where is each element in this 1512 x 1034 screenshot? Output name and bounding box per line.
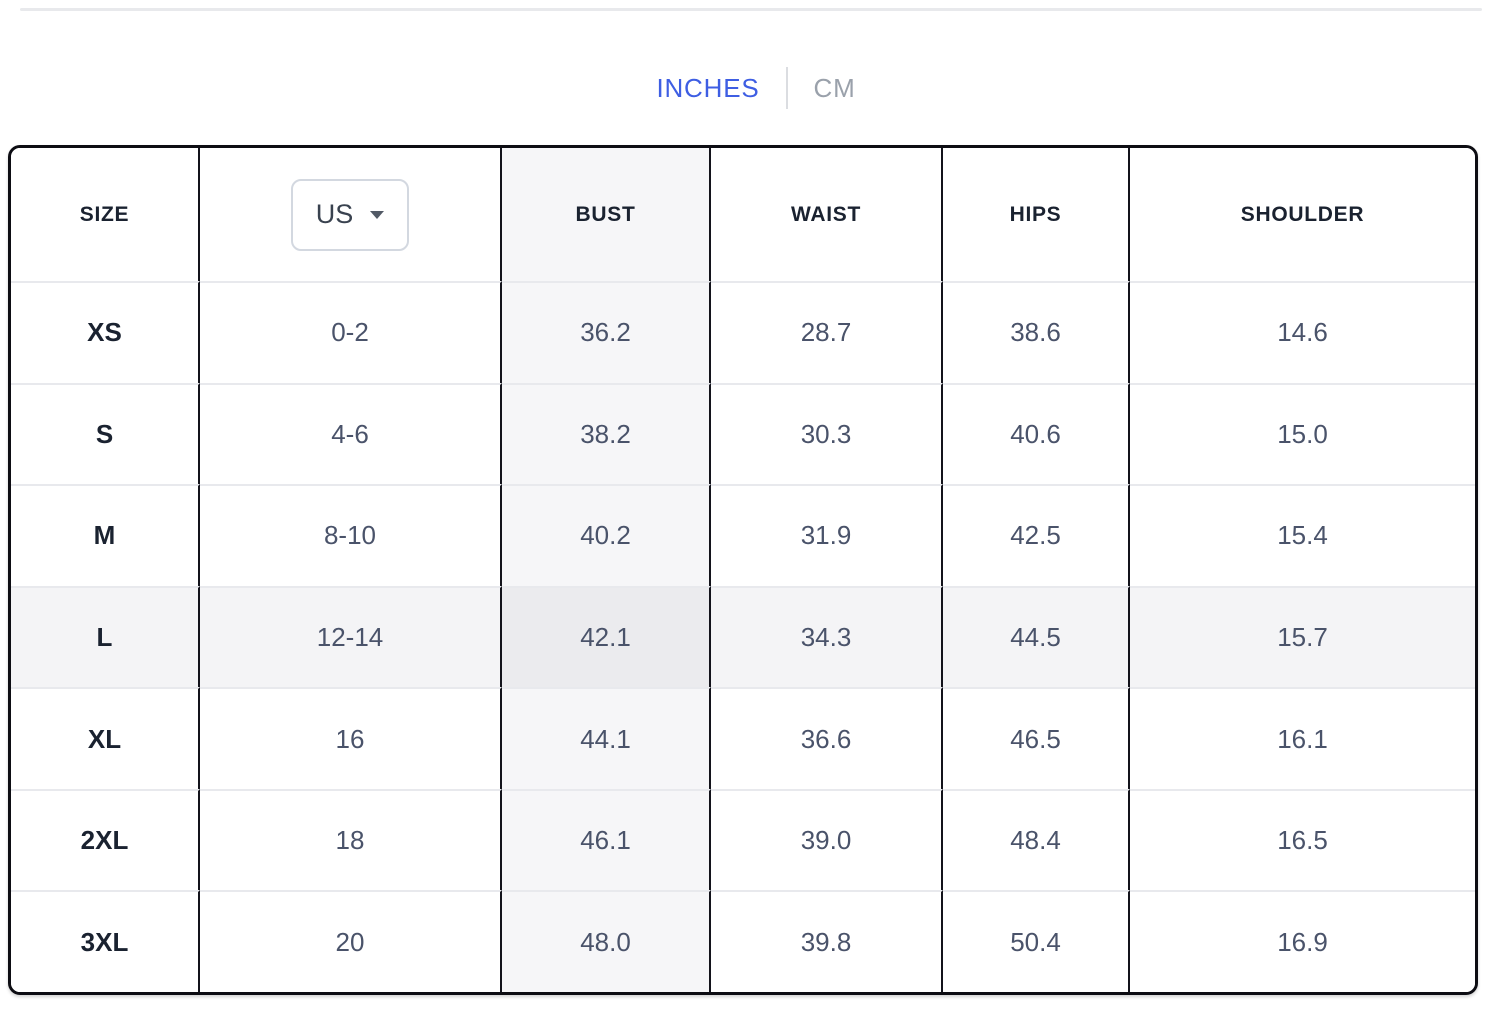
row-xl-shoulder: 16.1 [1130,687,1475,789]
col-header-size-system: US [200,148,502,281]
row-3xl-us: 20 [200,890,502,992]
row-s-waist: 30.3 [711,382,943,485]
chevron-down-icon [370,210,385,219]
row-l-shoulder: 15.7 [1130,585,1475,688]
col-header-waist: WAIST [711,148,943,281]
row-2xl-bust: 46.1 [502,788,711,891]
row-xl-waist: 36.6 [711,687,943,789]
row-xs-us: 0-2 [200,281,502,383]
unit-option-cm[interactable]: CM [813,72,856,103]
row-s-us: 4-6 [200,382,502,485]
row-xl-size: XL [11,687,200,789]
row-3xl-bust: 48.0 [502,890,711,992]
row-l-hips: 44.5 [943,585,1130,688]
row-xs-shoulder: 14.6 [1130,281,1475,383]
row-s-hips: 40.6 [943,382,1130,485]
row-m-waist: 31.9 [711,484,943,586]
row-3xl-size: 3XL [11,890,200,992]
unit-toggle: INCHES CM [0,64,1512,112]
row-xs-size: XS [11,281,200,383]
row-l-size: L [11,585,200,688]
row-2xl-hips: 48.4 [943,788,1130,891]
row-xl-us: 16 [200,687,502,789]
row-2xl-shoulder: 16.5 [1130,788,1475,891]
row-l-waist: 34.3 [711,585,943,688]
toggle-divider [785,67,788,109]
size-chart-table: SIZE US BUST WAIST HIPS SHOULDER XS 0-2 … [8,145,1478,995]
row-xs-bust: 36.2 [502,281,711,383]
row-xs-waist: 28.7 [711,281,943,383]
row-s-shoulder: 15.0 [1130,382,1475,485]
row-m-shoulder: 15.4 [1130,484,1475,586]
row-l-us: 12-14 [200,585,502,688]
row-3xl-shoulder: 16.9 [1130,890,1475,992]
row-xl-bust: 44.1 [502,687,711,789]
row-2xl-us: 18 [200,788,502,891]
unit-option-inches[interactable]: INCHES [656,72,760,103]
col-header-bust: BUST [502,148,711,281]
row-3xl-hips: 50.4 [943,890,1130,992]
row-s-size: S [11,382,200,485]
row-xl-hips: 46.5 [943,687,1130,789]
top-divider [20,8,1482,11]
row-2xl-size: 2XL [11,788,200,891]
row-m-size: M [11,484,200,586]
col-header-hips: HIPS [943,148,1130,281]
col-header-size: SIZE [11,148,200,281]
row-xs-hips: 38.6 [943,281,1130,383]
row-m-bust: 40.2 [502,484,711,586]
row-m-us: 8-10 [200,484,502,586]
row-l-bust: 42.1 [502,585,711,688]
row-3xl-waist: 39.8 [711,890,943,992]
size-system-dropdown[interactable]: US [291,178,409,251]
row-m-hips: 42.5 [943,484,1130,586]
col-header-shoulder: SHOULDER [1130,148,1475,281]
size-system-value: US [315,199,354,229]
row-s-bust: 38.2 [502,382,711,485]
row-2xl-waist: 39.0 [711,788,943,891]
